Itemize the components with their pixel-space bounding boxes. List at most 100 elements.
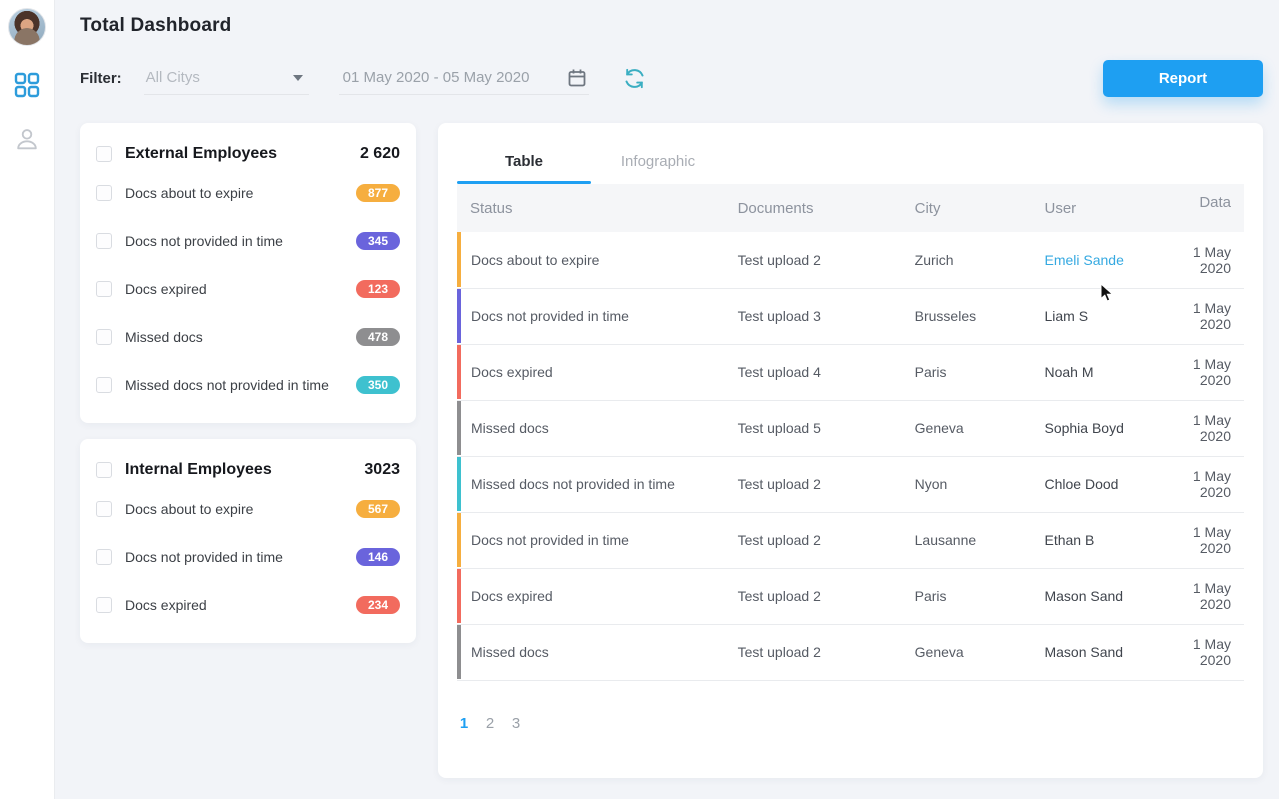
city-filter-value: All Citys	[145, 69, 200, 86]
report-button[interactable]: Report	[1103, 59, 1263, 97]
count-badge: 478	[356, 328, 400, 346]
count-badge: 146	[356, 548, 400, 566]
city-filter-select[interactable]: All Citys	[143, 61, 309, 95]
refresh-icon[interactable]	[623, 67, 646, 90]
cell-user: Mason Sand	[1031, 624, 1146, 681]
cell-status: Docs not provided in time	[471, 308, 629, 324]
external-employees-card: External Employees 2 620 Docs about to e…	[80, 123, 416, 423]
status-marker	[457, 568, 461, 623]
table-row[interactable]: Docs about to expire Test upload 2 Zuric…	[457, 232, 1244, 289]
page-button-1[interactable]: 1	[459, 714, 469, 732]
cell-user: Chloe Dood	[1031, 456, 1146, 513]
item-label: Docs expired	[125, 281, 207, 297]
table-row[interactable]: Docs expired Test upload 2 Paris Mason S…	[457, 568, 1244, 625]
summary-column: External Employees 2 620 Docs about to e…	[80, 123, 416, 643]
count-badge: 234	[356, 596, 400, 614]
cell-user: Sophia Boyd	[1031, 400, 1146, 457]
cell-date: 1 May 2020	[1145, 288, 1244, 345]
list-item: Docs expired 123	[96, 265, 400, 313]
filter-bar: Filter: All Citys 01 May 2020 - 05 May 2…	[80, 59, 1263, 97]
cell-date: 1 May 2020	[1145, 400, 1244, 457]
item-checkbox[interactable]	[96, 597, 112, 613]
cell-city: Geneva	[901, 624, 1032, 681]
cell-document: Test upload 2	[724, 624, 902, 681]
status-marker	[457, 344, 461, 399]
card-title: Internal Employees	[125, 461, 272, 478]
column-header-documents[interactable]: Documents	[724, 184, 902, 232]
page-button-2[interactable]: 2	[485, 714, 495, 732]
dashboard-body: External Employees 2 620 Docs about to e…	[80, 123, 1263, 778]
user-link[interactable]: Emeli Sande	[1044, 251, 1124, 268]
cell-user: Ethan B	[1031, 512, 1146, 569]
status-marker	[457, 512, 461, 567]
status-marker	[457, 624, 461, 679]
table-row[interactable]: Missed docs Test upload 2 Geneva Mason S…	[457, 624, 1244, 681]
list-item: Docs not provided in time 345	[96, 217, 400, 265]
column-header-city[interactable]: City	[901, 184, 1032, 232]
column-header-status[interactable]: Status	[457, 184, 725, 232]
status-marker	[457, 288, 461, 343]
sidebar-item-users[interactable]	[14, 126, 40, 152]
item-label: Docs about to expire	[125, 185, 254, 201]
external-employees-checkbox[interactable]	[96, 146, 112, 162]
item-checkbox[interactable]	[96, 233, 112, 249]
count-badge: 877	[356, 184, 400, 202]
count-badge: 123	[356, 280, 400, 298]
cell-city: Lausanne	[901, 512, 1032, 569]
table-row[interactable]: Missed docs not provided in time Test up…	[457, 456, 1244, 513]
item-label: Missed docs	[125, 329, 203, 345]
list-item: Docs about to expire 567	[96, 485, 400, 533]
item-label: Missed docs not provided in time	[125, 377, 329, 393]
cell-date: 1 May 2020	[1145, 512, 1244, 569]
item-checkbox[interactable]	[96, 501, 112, 517]
cell-document: Test upload 2	[724, 456, 902, 513]
tab-infographic[interactable]: Infographic	[620, 153, 696, 170]
person-icon	[17, 129, 37, 150]
user-avatar[interactable]	[8, 8, 46, 46]
page-title: Total Dashboard	[80, 15, 232, 36]
cell-status: Docs about to expire	[471, 251, 600, 268]
list-item: Missed docs not provided in time 350	[96, 361, 400, 409]
cell-status: Missed docs	[471, 420, 549, 436]
list-item: Docs expired 234	[96, 581, 400, 629]
cell-document: Test upload 4	[724, 344, 902, 401]
page-button-3[interactable]: 3	[511, 714, 521, 732]
cell-document: Test upload 2	[724, 512, 902, 569]
table-row[interactable]: Missed docs Test upload 5 Geneva Sophia …	[457, 400, 1244, 457]
cell-city: Brusseles	[901, 288, 1032, 345]
date-range-field[interactable]: 01 May 2020 - 05 May 2020	[338, 61, 589, 95]
cell-status: Missed docs	[471, 644, 549, 660]
item-label: Docs not provided in time	[125, 549, 283, 565]
results-table: Status Documents City User Data Docs abo…	[457, 184, 1244, 681]
calendar-icon[interactable]	[567, 68, 587, 88]
item-checkbox[interactable]	[96, 329, 112, 345]
table-row[interactable]: Docs not provided in time Test upload 2 …	[457, 512, 1244, 569]
dashboard-grid-icon	[14, 72, 40, 98]
table-row[interactable]: Docs expired Test upload 4 Paris Noah M …	[457, 344, 1244, 401]
card-total: 2 620	[359, 145, 400, 162]
item-checkbox[interactable]	[96, 185, 112, 201]
cell-user: Mason Sand	[1031, 568, 1146, 625]
item-checkbox[interactable]	[96, 377, 112, 393]
column-header-date[interactable]: Data	[1145, 184, 1244, 232]
item-checkbox[interactable]	[96, 281, 112, 297]
cell-date: 1 May 2020	[1145, 232, 1244, 289]
internal-employees-checkbox[interactable]	[96, 462, 112, 478]
table-card: Table Infographic Status Documents City …	[438, 123, 1263, 778]
pagination: 1 2 3	[457, 715, 1244, 732]
cell-city: Paris	[901, 568, 1032, 625]
status-marker	[457, 232, 461, 287]
filter-label: Filter:	[80, 69, 122, 87]
cell-document: Test upload 5	[724, 400, 902, 457]
sidebar-item-dashboard[interactable]	[14, 72, 40, 98]
status-marker	[457, 456, 461, 511]
cell-document: Test upload 2	[724, 232, 902, 289]
cell-status: Docs expired	[471, 364, 553, 380]
card-header: External Employees 2 620	[96, 139, 400, 169]
item-checkbox[interactable]	[96, 549, 112, 565]
tabs: Table Infographic	[457, 143, 1244, 184]
table-row[interactable]: Docs not provided in time Test upload 3 …	[457, 288, 1244, 345]
chevron-down-icon	[292, 74, 303, 81]
column-header-user[interactable]: User	[1031, 184, 1146, 232]
tab-table[interactable]: Table	[457, 143, 591, 184]
